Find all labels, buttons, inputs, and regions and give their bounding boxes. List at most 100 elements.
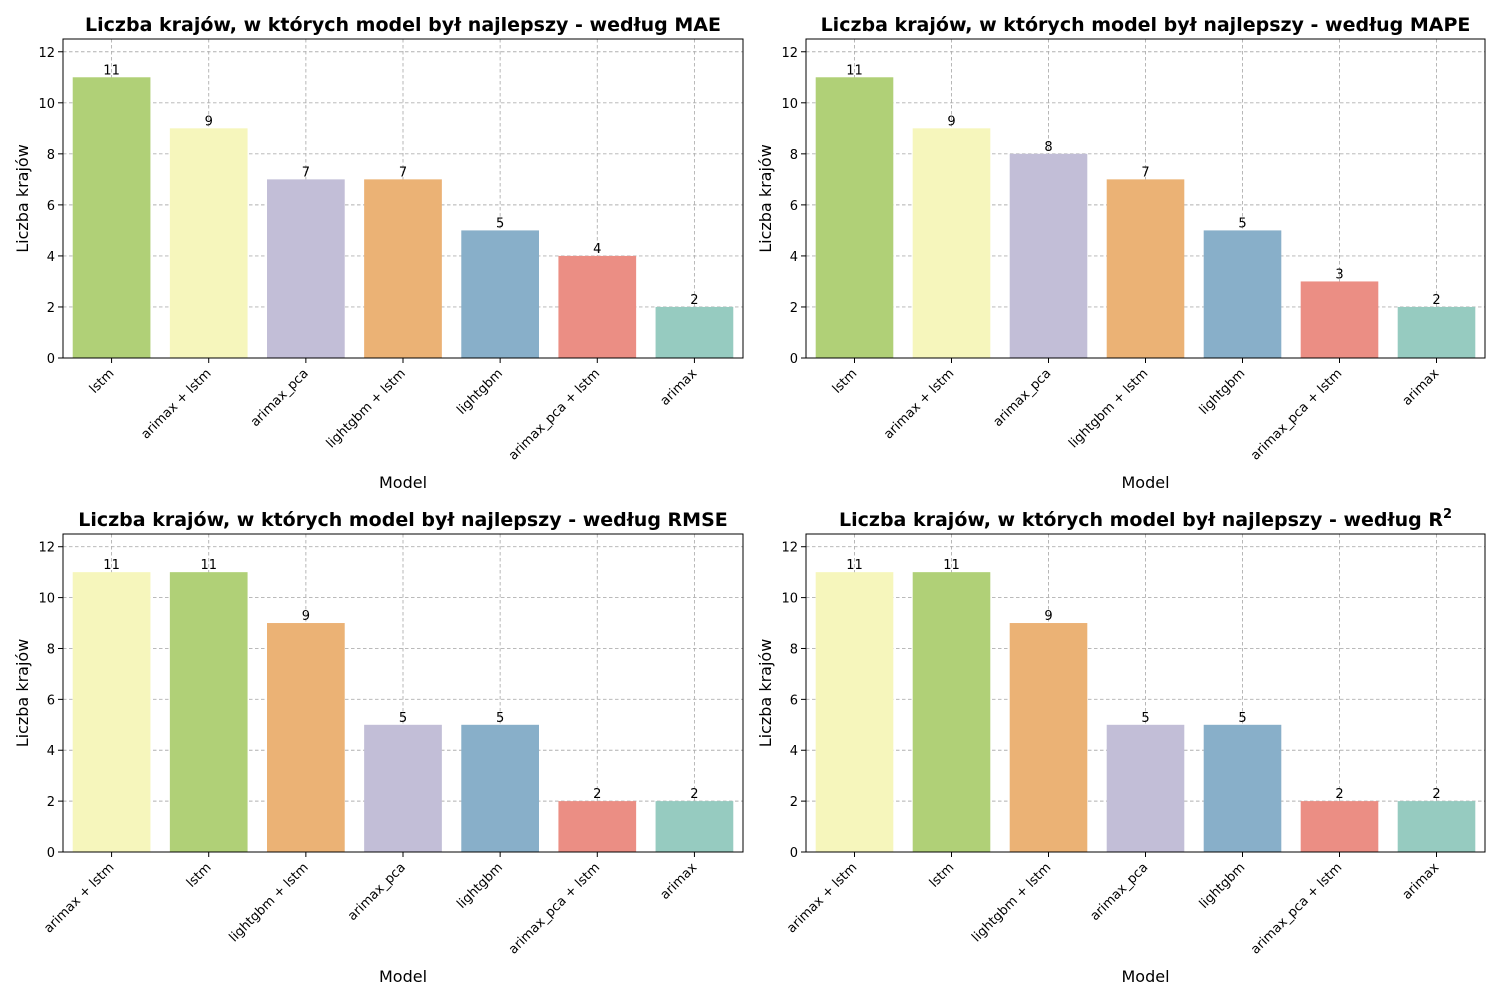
x-axis-label: Model: [1121, 967, 1169, 986]
bar-value-label: 11: [943, 558, 960, 573]
chart-title: Liczba krajów, w których model był najle…: [821, 14, 1471, 36]
bar: [1106, 179, 1185, 358]
x-tick-label: arimax + lstm: [41, 860, 117, 936]
y-tick-label: 4: [790, 250, 798, 265]
x-tick-label: arimax: [658, 860, 701, 903]
x-tick-label: arimax: [1400, 366, 1443, 409]
y-tick-label: 0: [790, 846, 798, 861]
bar: [461, 724, 539, 852]
x-tick-label: lightgbm: [454, 366, 506, 418]
x-tick-label: lstm: [87, 366, 118, 397]
x-tick-label: lstm: [927, 860, 958, 891]
y-tick-label: 10: [38, 97, 55, 112]
bar: [1203, 230, 1282, 358]
bar-value-label: 9: [1044, 609, 1052, 624]
x-tick-label: lightgbm + lstm: [324, 366, 409, 451]
x-tick-label: arimax_pca: [991, 366, 1055, 430]
bar: [1106, 724, 1185, 852]
bar-value-label: 3: [1335, 267, 1343, 282]
y-tick-label: 8: [790, 148, 798, 163]
chart-panel: 11 9 8 7 5 3 2 0 2 4 6 8 10 12 lstm arimax + lstm arimax…: [756, 14, 1486, 492]
x-tick-label: lstm: [184, 860, 215, 891]
chart-panel: 11 11 9 5 5 2 2 0 2 4 6 8 10 12 arimax + lstm lstm light…: [13, 509, 744, 986]
y-tick-label: 0: [47, 352, 55, 367]
x-tick-label: arimax: [1400, 860, 1443, 903]
chart-panel: 11 11 9 5 5 2 2 0 2 4 6 8 10 12 arimax + lstm lstm light…: [756, 507, 1486, 986]
title-superscript: 2: [1443, 507, 1452, 522]
x-tick-label: arimax_pca + lstm: [1248, 366, 1345, 463]
x-tick-label: arimax + lstm: [784, 860, 860, 936]
chart-panel: 11 9 7 7 5 4 2 0 2 4 6 8 10 12 lstm arimax + lstm arimax…: [13, 14, 744, 492]
bar: [169, 128, 248, 358]
x-tick-label: lightgbm: [1197, 860, 1249, 912]
y-tick-label: 2: [790, 301, 798, 316]
y-tick-label: 12: [38, 46, 55, 61]
y-tick-label: 2: [47, 795, 55, 810]
x-tick-label: lightgbm + lstm: [227, 860, 312, 945]
x-axis-label: Model: [379, 473, 427, 492]
bar-value-label: 7: [399, 165, 407, 180]
bar: [558, 255, 637, 358]
y-tick-label: 8: [47, 148, 55, 163]
bar: [72, 572, 151, 852]
bar: [364, 179, 442, 358]
bar: [1300, 801, 1379, 852]
x-tick-label: lightgbm + lstm: [1066, 366, 1151, 451]
y-axis-label: Liczba krajów: [13, 144, 32, 253]
bar-value-label: 2: [593, 787, 601, 802]
y-axis-label: Liczba krajów: [756, 639, 775, 748]
x-axis-label: Model: [379, 967, 427, 986]
bar: [815, 77, 894, 358]
y-tick-label: 6: [790, 199, 798, 214]
bar: [461, 230, 539, 358]
bar-value-label: 4: [593, 242, 601, 257]
bar-value-label: 2: [1432, 787, 1440, 802]
x-tick-label: arimax_pca + lstm: [506, 860, 603, 957]
bar: [912, 128, 991, 358]
x-tick-label: lightgbm + lstm: [969, 860, 1054, 945]
x-tick-label: arimax: [658, 366, 701, 409]
y-axis-label: Liczba krajów: [13, 639, 32, 748]
bar: [364, 724, 442, 852]
bar-value-label: 2: [1335, 787, 1343, 802]
y-tick-label: 0: [790, 352, 798, 367]
y-tick-label: 6: [790, 693, 798, 708]
bar-value-label: 9: [302, 609, 310, 624]
x-tick-label: lstm: [830, 366, 861, 397]
bar-value-label: 11: [103, 63, 120, 78]
bar-value-label: 7: [302, 165, 310, 180]
x-tick-label: arimax + lstm: [138, 366, 214, 442]
bar-value-label: 2: [1432, 293, 1440, 308]
x-tick-label: arimax + lstm: [881, 366, 957, 442]
y-tick-label: 2: [790, 795, 798, 810]
y-tick-label: 12: [781, 46, 798, 61]
bar: [558, 801, 637, 852]
y-tick-label: 0: [47, 846, 55, 861]
bar: [1009, 153, 1088, 358]
bar: [655, 801, 734, 852]
bar-value-label: 5: [496, 216, 504, 231]
bar: [912, 572, 991, 852]
y-tick-label: 2: [47, 301, 55, 316]
x-tick-label: arimax_pca + lstm: [1248, 860, 1345, 957]
bar-value-label: 8: [1044, 140, 1052, 155]
y-axis-label: Liczba krajów: [756, 144, 775, 253]
bar-value-label: 9: [205, 114, 213, 129]
y-tick-label: 12: [781, 541, 798, 556]
bar: [267, 179, 345, 358]
x-tick-label: lightgbm: [1197, 366, 1249, 418]
chart-title: Liczba krajów, w których model był najle…: [85, 14, 721, 36]
bar: [1009, 623, 1088, 852]
bar-value-label: 2: [690, 293, 698, 308]
bar-value-label: 2: [690, 787, 698, 802]
bar-value-label: 5: [496, 711, 504, 726]
bar: [169, 572, 248, 852]
y-tick-label: 6: [47, 199, 55, 214]
y-tick-label: 8: [47, 642, 55, 657]
bar-value-label: 5: [1238, 711, 1246, 726]
bar: [1397, 306, 1476, 358]
bar: [815, 572, 894, 852]
y-tick-label: 6: [47, 693, 55, 708]
y-tick-label: 4: [790, 744, 798, 759]
